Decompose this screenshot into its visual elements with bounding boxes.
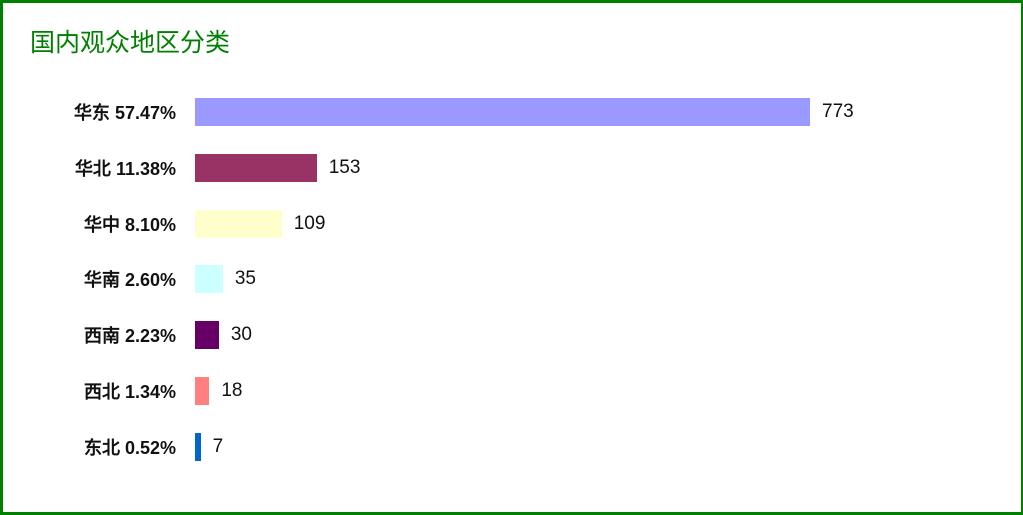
bar [195,153,317,182]
data-label: 30 [230,324,252,346]
bar [195,432,201,461]
category-label: 华东 57.47% [73,103,176,123]
data-label: 18 [221,380,243,401]
category-label: 华北 11.38% [74,158,176,179]
bar [195,321,219,350]
data-label: 35 [234,268,256,290]
category-label: 东北 0.52% [83,437,176,458]
data-label: 7 [212,435,224,457]
category-label: 西南 2.23% [83,326,176,347]
bar [195,98,810,126]
bar [195,377,210,405]
bar [195,265,223,294]
data-label: 153 [328,156,361,178]
data-label: 773 [822,101,854,122]
category-label: 华南 2.60% [83,270,176,291]
data-label: 109 [293,212,326,234]
category-label: 西北 1.34% [83,382,176,402]
category-label: 华中 8.10% [83,214,176,235]
chart-title: 国内观众地区分类 [30,28,231,57]
bar [195,209,282,238]
